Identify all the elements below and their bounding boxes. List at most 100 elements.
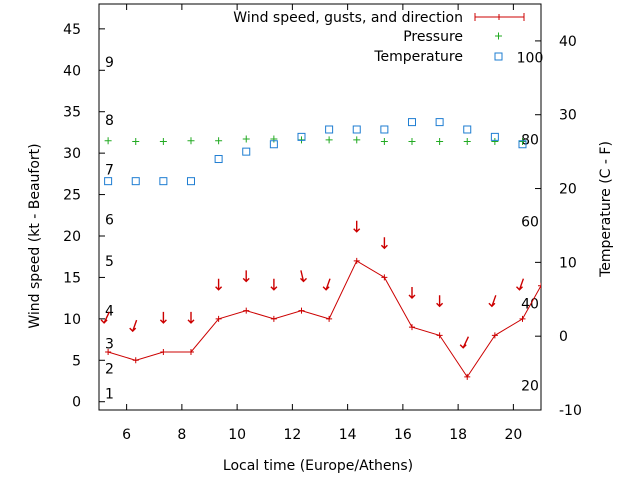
temperature-point (186, 177, 195, 186)
wind-speed-point (436, 332, 443, 339)
plot-frame (98, 3, 542, 411)
x-axis-label: Local time (Europe/Athens) (223, 458, 413, 474)
temperature-point (131, 177, 140, 186)
y-tick-label: 25 (63, 188, 81, 204)
wind-speed-point (538, 282, 541, 289)
temperature-point (214, 155, 223, 164)
beaufort-label: 9 (105, 55, 114, 71)
pressure-point (270, 135, 278, 143)
temperature-point (242, 147, 251, 156)
wind-speed-point (519, 315, 526, 322)
wind-speed-point (187, 349, 194, 355)
y-tick-label: 15 (63, 270, 81, 286)
wind-speed-point (105, 349, 112, 355)
pressure-point (463, 138, 471, 146)
legend-swatch-temperature (494, 52, 503, 61)
pressure-point (518, 138, 526, 146)
wind-direction-arrow (187, 311, 195, 324)
y-axis-label: Wind speed (kt - Beaufort) (27, 143, 43, 328)
legend-label-wind: Wind speed, gusts, and direction (233, 10, 463, 26)
wind-speed-point (215, 315, 222, 322)
legend-label-temperature: Temperature (373, 49, 463, 65)
x-tick-label: 8 (177, 427, 186, 443)
axes-ticks: 6 8 10 12 14 16 18 20051015202530354045-1001020… (63, 4, 582, 443)
temperature-point (104, 177, 113, 186)
temperature-point (352, 125, 361, 134)
wind-speed-point (270, 315, 277, 322)
pressure-point (380, 138, 388, 146)
series-layer (100, 118, 541, 380)
wind-direction-arrow (436, 295, 444, 308)
wind-direction-arrow (380, 237, 388, 250)
wind-direction-arrow (408, 287, 416, 299)
wind-speed-point (326, 315, 333, 322)
temperature-point (490, 132, 499, 141)
wind-speed-point (464, 373, 471, 380)
fahrenheit-label: 20 (521, 378, 539, 394)
y2-axis-label: Temperature (C - F) (598, 141, 614, 278)
beaufort-label: 3 (105, 337, 114, 353)
wind-speed-point (381, 274, 388, 281)
temperature-point (297, 132, 306, 141)
beaufort-label: 1 (105, 386, 114, 402)
temperature-point (518, 140, 527, 149)
legend-swatch-pressure (495, 32, 502, 40)
wind-direction-arrow (270, 278, 278, 291)
plot-border (98, 3, 542, 411)
y2-tick-label: 30 (559, 108, 577, 124)
temperature-point (380, 125, 389, 134)
y-tick-label: 0 (72, 395, 81, 411)
x-tick-label: 16 (394, 427, 412, 443)
beaufort-label: 4 (105, 304, 114, 320)
wind-speed-point (353, 257, 360, 264)
pressure-point (132, 138, 140, 146)
y2-tick-label: 40 (559, 34, 577, 50)
wind-speed-point (160, 349, 167, 355)
temperature-point (269, 140, 278, 149)
x-tick-label: 6 (122, 427, 131, 443)
pressure-point (436, 138, 444, 146)
beaufort-label: 2 (105, 362, 114, 378)
wind-direction-arrow (100, 311, 110, 324)
wind-speed-point (491, 332, 498, 339)
wind-speed-point (408, 324, 415, 331)
pressure-point (242, 135, 250, 143)
fahrenheit-label: 60 (521, 214, 539, 230)
wind-direction-arrow (129, 319, 138, 333)
y2-tick-label: 0 (559, 329, 568, 345)
y-tick-label: 35 (63, 105, 81, 121)
x-tick-label: 10 (228, 427, 246, 443)
beaufort-label: 8 (105, 113, 114, 129)
x-tick-label: 20 (504, 427, 522, 443)
y-tick-label: 5 (72, 353, 81, 369)
y-tick-label: 20 (63, 229, 81, 245)
wind-direction-arrow (353, 220, 361, 233)
wind-direction-arrow (322, 278, 331, 291)
wind-direction-arrow (242, 270, 250, 283)
y2-tick-label: 10 (559, 255, 577, 271)
pressure-point (187, 137, 195, 145)
temperature-point (435, 118, 444, 127)
wind-speed-line (107, 260, 541, 378)
wind-speed-point (132, 357, 139, 364)
legend-label-pressure: Pressure (403, 29, 463, 45)
pressure-point (325, 136, 333, 144)
y-tick-label: 45 (63, 22, 81, 38)
beaufort-label: 7 (105, 163, 114, 179)
temperature-point (159, 177, 168, 186)
wind-speed-point (243, 307, 250, 314)
pressure-point (353, 136, 361, 144)
y-tick-label: 30 (63, 146, 81, 162)
temperature-point (325, 125, 334, 134)
fahrenheit-label: 100 (517, 50, 544, 66)
wind-direction-arrow (459, 336, 470, 349)
temperature-point (463, 125, 472, 134)
y-tick-label: 40 (63, 63, 81, 79)
pressure-point (491, 138, 499, 146)
pressure-point (215, 137, 223, 145)
x-tick-label: 18 (449, 427, 467, 443)
fahrenheit-label: 40 (521, 296, 539, 312)
y-tick-label: 10 (63, 312, 81, 328)
wind-direction-arrow (159, 311, 167, 324)
